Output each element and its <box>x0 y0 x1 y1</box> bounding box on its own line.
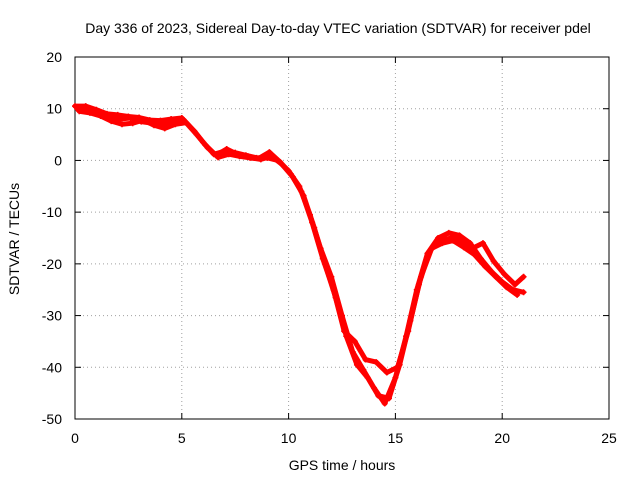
data-trace-segment <box>503 284 520 298</box>
x-axis-label: GPS time / hours <box>289 457 396 473</box>
data-trace-segment <box>288 171 304 194</box>
data-trace-segment <box>491 258 507 277</box>
x-tick-label: 0 <box>71 430 79 446</box>
y-axis-label: SDTVAR / TECUs <box>6 183 22 295</box>
data-trace-segment <box>386 362 403 401</box>
series-pdel-band-3 <box>74 105 527 376</box>
data-trace-segment <box>471 252 488 269</box>
y-tick-label: 10 <box>46 101 62 117</box>
data-markers <box>72 103 527 407</box>
y-tick-labels: -50 -40 -30 -20 -10 0 10 20 <box>42 49 62 427</box>
series-pdel-band-2 <box>76 108 521 402</box>
data-trace-segment <box>416 248 433 288</box>
y-tick-label: -30 <box>42 308 62 324</box>
x-tick-label: 20 <box>494 430 510 446</box>
data-trace-segment <box>365 375 381 399</box>
data-trace-segment <box>330 287 347 334</box>
x-tick-label: 5 <box>178 430 186 446</box>
data-trace-segment <box>192 128 208 148</box>
axis-ticks <box>74 56 610 420</box>
data-trace-segment <box>354 362 371 381</box>
data-trace-segment <box>352 338 368 363</box>
y-tick-label: -20 <box>42 256 62 272</box>
data-trace-segment <box>480 240 497 264</box>
data-trace-segment <box>512 274 527 288</box>
y-tick-label: 0 <box>54 152 62 168</box>
series-pdel-band-1 <box>72 103 527 407</box>
x-tick-label: 10 <box>281 430 297 446</box>
data-trace-segment <box>298 188 315 225</box>
data-trace-segment <box>343 333 360 368</box>
data-trace-segment <box>405 282 422 334</box>
data-trace-segment <box>395 328 411 370</box>
x-tick-label: 15 <box>388 430 404 446</box>
data-trace-segment <box>277 159 294 177</box>
y-tick-label: -40 <box>42 359 62 375</box>
y-tick-label: -50 <box>42 411 62 427</box>
plot-frame <box>74 56 610 420</box>
x-tick-labels: 0 5 10 15 20 25 <box>71 430 617 446</box>
data-trace-segment <box>181 117 198 134</box>
data-trace-segment <box>320 256 336 293</box>
y-tick-label: 20 <box>46 49 62 65</box>
x-tick-label: 25 <box>601 430 617 446</box>
data-trace-segment <box>309 219 326 262</box>
y-tick-label: -10 <box>42 204 62 220</box>
chart-title: Day 336 of 2023, Sidereal Day-to-day VTE… <box>85 20 591 36</box>
grid-lines <box>75 57 609 419</box>
